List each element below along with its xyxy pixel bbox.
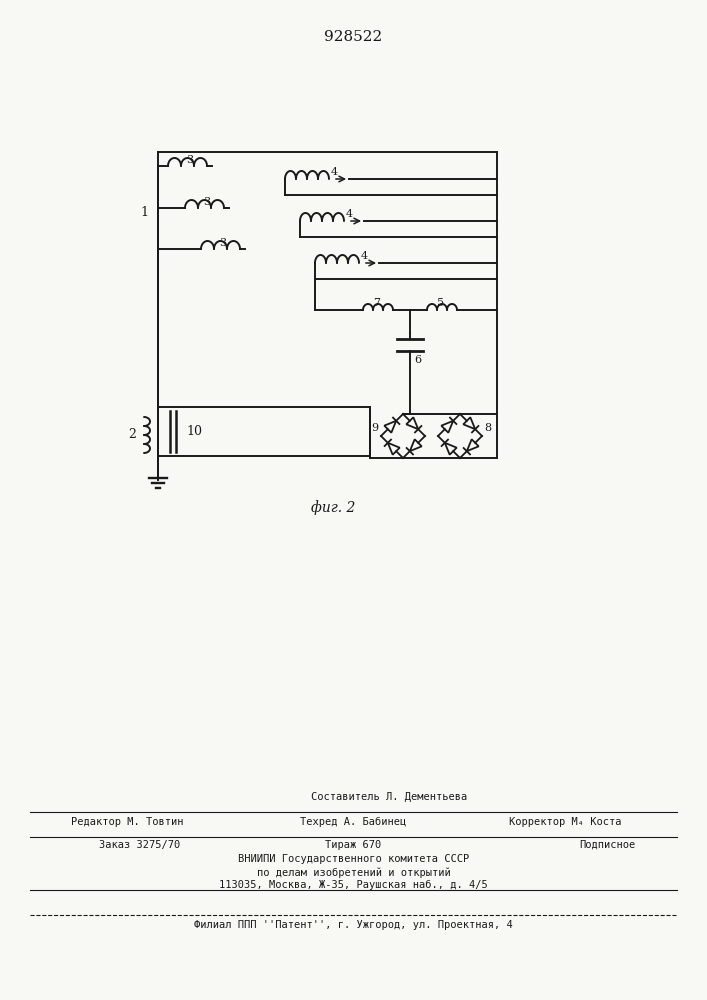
Text: 9: 9 xyxy=(371,423,378,433)
Text: ВНИИПИ Государственного комитета СССР: ВНИИПИ Государственного комитета СССР xyxy=(238,854,469,864)
Text: 3: 3 xyxy=(186,155,193,165)
Text: 6: 6 xyxy=(414,355,421,365)
Text: 4: 4 xyxy=(361,251,368,261)
Text: Корректор М₄ Коста: Корректор М₄ Коста xyxy=(509,817,622,827)
Text: 113035, Москва, Ж-35, Раушская наб., д. 4/5: 113035, Москва, Ж-35, Раушская наб., д. … xyxy=(219,880,488,890)
Text: 5: 5 xyxy=(438,298,445,308)
Text: 10: 10 xyxy=(186,425,202,438)
Text: Редактор М. Товтин: Редактор М. Товтин xyxy=(71,817,184,827)
Text: 7: 7 xyxy=(373,298,380,308)
Text: Подписное: Подписное xyxy=(580,840,636,850)
Text: Тираж 670: Тираж 670 xyxy=(325,840,382,850)
Text: Составитель Л. Дементьева: Составитель Л. Дементьева xyxy=(310,792,467,802)
Bar xyxy=(158,407,370,456)
Text: 8: 8 xyxy=(484,423,491,433)
Text: фиг. 2: фиг. 2 xyxy=(311,500,356,515)
Text: 3: 3 xyxy=(203,197,210,207)
Text: 928522: 928522 xyxy=(325,30,382,44)
Text: 4: 4 xyxy=(346,209,353,219)
Text: 3: 3 xyxy=(219,238,226,248)
Text: 2: 2 xyxy=(128,428,136,442)
Text: 1: 1 xyxy=(140,206,148,219)
Text: Техред А. Бабинец: Техред А. Бабинец xyxy=(300,817,407,827)
Text: по делам изобретений и открытий: по делам изобретений и открытий xyxy=(257,867,450,878)
Text: Заказ 3275/70: Заказ 3275/70 xyxy=(99,840,180,850)
Text: 4: 4 xyxy=(331,167,338,177)
Text: Филиал ППП ''Патент'', г. Ужгород, ул. Проектная, 4: Филиал ППП ''Патент'', г. Ужгород, ул. П… xyxy=(194,920,513,930)
